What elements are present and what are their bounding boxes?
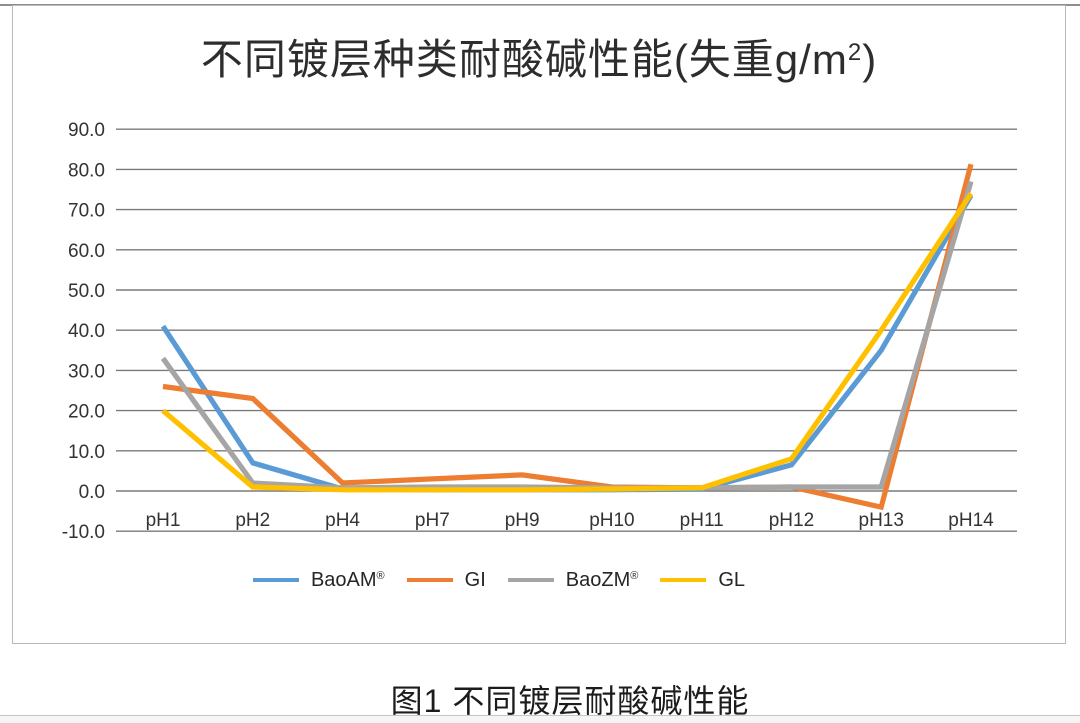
x-axis-tick-label: pH12 xyxy=(769,510,814,531)
legend-label-baozm: BaoZM® xyxy=(565,568,639,591)
y-axis-tick-label: 70.0 xyxy=(68,201,105,222)
y-axis-tick-label: -10.0 xyxy=(62,522,105,543)
series-line-baozm xyxy=(160,180,974,491)
y-axis-tick-label: 0.0 xyxy=(79,482,105,503)
x-axis-tick-label: pH1 xyxy=(146,510,181,531)
chart-title-suffix: ) xyxy=(862,36,878,83)
series-line-gl xyxy=(161,192,974,493)
x-axis-tick-label: pH7 xyxy=(415,510,450,531)
bottom-divider-strip xyxy=(0,715,1080,723)
legend-item-gi: GI xyxy=(406,568,486,592)
y-axis-tick-label: 50.0 xyxy=(68,281,105,302)
line-chart-plot-area: 90.0 80.0 70.0 60.0 50.0 40.0 30.0 20.0 10.0 0.0 -… xyxy=(62,120,1017,543)
y-axis-tick-label: 10.0 xyxy=(68,442,105,463)
legend-swatch-gi xyxy=(406,578,453,582)
y-axis-tick-label: 30.0 xyxy=(68,361,105,382)
chart-title-text: 不同镀层种类耐酸碱性能(失重g/m xyxy=(200,36,848,83)
chart-legend: BaoAM® GI BaoZM® GL xyxy=(0,566,1025,594)
x-axis-tick-label: pH9 xyxy=(505,510,540,531)
y-axis-tick-label: 40.0 xyxy=(68,321,105,342)
legend-label-gi: GI xyxy=(464,568,486,591)
x-axis-tick-label: pH2 xyxy=(235,510,270,531)
x-axis-tick-label: pH10 xyxy=(589,510,634,531)
series-line-gi xyxy=(162,163,974,511)
legend-item-baoam: BaoAM® xyxy=(252,568,385,592)
y-axis-tick-label: 80.0 xyxy=(68,160,105,181)
chart-title-superscript: 2 xyxy=(847,39,863,66)
y-axis-tick-label: 90.0 xyxy=(68,120,105,141)
chart-title: 不同镀层种类耐酸碱性能(失重g/m2) xyxy=(13,26,1065,87)
legend-label-mark: ® xyxy=(630,569,639,582)
legend-item-gl: GL xyxy=(660,569,745,592)
legend-swatch-baozm xyxy=(507,578,554,582)
legend-swatch-gl xyxy=(660,578,707,582)
x-axis-tick-label: pH4 xyxy=(325,510,360,531)
y-axis-tick-label: 20.0 xyxy=(68,402,105,423)
x-axis-tick-label: pH13 xyxy=(859,510,904,531)
legend-label-baoam: BaoAM® xyxy=(310,568,385,591)
y-axis-tick-label: 60.0 xyxy=(68,241,105,262)
figure-caption: 图1 不同镀层耐酸碱性能 xyxy=(390,683,750,719)
x-axis-tick-label: pH11 xyxy=(680,510,724,531)
chart-container: 90.0 80.0 70.0 60.0 50.0 40.0 30.0 20.0 10.0 0.0 -… xyxy=(12,5,1066,644)
series-line-baoam xyxy=(160,194,974,493)
legend-label-mark: ® xyxy=(376,569,385,582)
x-axis-tick-label: pH14 xyxy=(948,510,994,531)
legend-label-gl: GL xyxy=(718,568,746,591)
legend-swatch-baoam xyxy=(252,578,299,582)
legend-item-baozm: BaoZM® xyxy=(507,568,639,592)
